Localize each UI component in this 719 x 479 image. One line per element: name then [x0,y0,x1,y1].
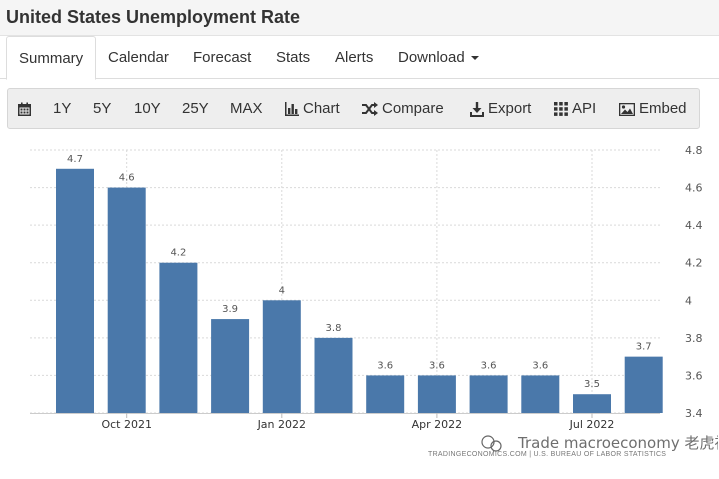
data-label: 3.5 [584,379,600,390]
data-label: 3.6 [377,360,393,371]
svg-text:Trade macroeconomy 老虎社区 @玛小盯: Trade macroeconomy 老虎社区 @玛小盯裆 [517,434,718,452]
x-tick-label: Apr 2022 [412,418,463,431]
tab-bar: Summary Calendar Forecast Stats Alerts D… [0,36,719,80]
x-tick-label: Jul 2022 [569,418,615,431]
watermark: Trade macroeconomy 老虎社区 @玛小盯裆 [481,434,718,452]
calendar-icon [18,102,31,116]
chart-area: 3.4 3.6 3.8 4 4.2 4.4 4.6 4.8 4.7 4.6 4.2 3.9 4 3.8 3.… [0,137,719,479]
bar [262,300,301,413]
data-label: 4.7 [67,154,83,165]
data-label: 3.6 [532,360,548,371]
bar [107,187,146,413]
title-bar: United States Unemployment Rate [0,0,719,36]
chart-toolbar: 1Y 5Y 10Y 25Y MAX Chart Compare Export A… [7,88,700,129]
embed-button-label: Embed [639,100,687,117]
shuffle-icon [362,102,378,117]
y-tick-label: 3.4 [685,407,703,420]
data-label: 4 [279,285,285,296]
data-label: 3.6 [429,360,445,371]
compare-button[interactable]: Compare [362,89,444,128]
bar [624,356,663,413]
bar [469,375,508,413]
y-tick-label: 4 [685,294,692,307]
y-tick-label: 4.4 [685,219,703,232]
bar [314,337,353,413]
embed-button[interactable]: Embed [619,89,687,128]
data-label: 4.6 [119,173,135,184]
compare-button-label: Compare [382,100,444,117]
tab-calendar[interactable]: Calendar [108,49,169,66]
caret-down-icon [470,56,479,61]
tab-download[interactable]: Download [386,36,491,79]
image-icon [619,102,635,116]
range-max-button[interactable]: MAX [230,100,263,117]
source-credit: TRADINGECONOMICS.COM | U.S. BUREAU OF LA… [428,451,667,458]
calendar-button[interactable] [17,89,36,128]
y-tick-label: 4.2 [685,257,703,270]
y-tick-label: 4.6 [685,182,703,195]
chart-button[interactable]: Chart [285,89,340,128]
tab-stats[interactable]: Stats [276,49,311,66]
chart-button-label: Chart [303,100,340,117]
data-label: 4.2 [170,248,186,259]
data-label: 3.9 [222,304,238,315]
data-label: 3.7 [636,342,652,353]
export-button-label: Export [488,100,532,117]
range-5y-button[interactable]: 5Y [93,100,112,117]
x-tick-label: Oct 2021 [101,418,152,431]
data-label: 3.6 [481,360,497,371]
x-tick-label: Jan 2022 [257,418,306,431]
y-tick-label: 3.8 [685,332,703,345]
grid-icon [554,102,568,116]
bar [159,262,198,413]
download-icon [470,101,484,117]
range-1y-button[interactable]: 1Y [53,100,72,117]
bar [366,375,405,413]
bar [56,168,94,413]
bar [521,375,560,413]
bar [417,375,456,413]
bar [573,394,611,413]
bar [211,319,250,413]
tab-alerts[interactable]: Alerts [335,49,374,66]
range-10y-button[interactable]: 10Y [134,100,161,117]
api-button[interactable]: API [554,89,596,128]
bar-chart-icon [285,102,299,117]
unemployment-bar-chart: 3.4 3.6 3.8 4 4.2 4.4 4.6 4.8 4.7 4.6 4.2 3.9 4 3.8 3.… [30,144,703,431]
export-button[interactable]: Export [470,89,531,128]
tab-summary[interactable]: Summary [6,36,97,80]
page-title: United States Unemployment Rate [6,7,301,27]
api-button-label: API [572,100,597,117]
range-25y-button[interactable]: 25Y [182,100,209,117]
y-tick-label: 4.8 [685,144,703,157]
y-tick-label: 3.6 [685,369,703,382]
data-label: 3.8 [326,323,342,334]
tab-download-label: Download [398,49,465,66]
tab-forecast[interactable]: Forecast [193,49,252,66]
